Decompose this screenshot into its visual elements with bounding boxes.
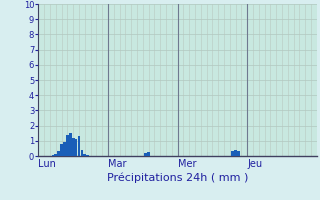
Bar [144,153,147,156]
Bar [66,135,69,156]
Bar [52,155,54,156]
Bar [86,155,89,156]
Bar [231,151,234,156]
Bar [147,152,150,156]
X-axis label: Précipitations 24h ( mm ): Précipitations 24h ( mm ) [107,173,248,183]
Bar [69,133,72,156]
Bar [78,136,80,156]
Bar [234,150,237,156]
Bar [63,142,66,156]
Bar [75,139,77,156]
Bar [60,144,63,156]
Bar [72,138,75,156]
Bar [81,150,83,156]
Bar [84,154,86,156]
Bar [54,154,57,156]
Bar [237,151,240,156]
Bar [57,151,60,156]
